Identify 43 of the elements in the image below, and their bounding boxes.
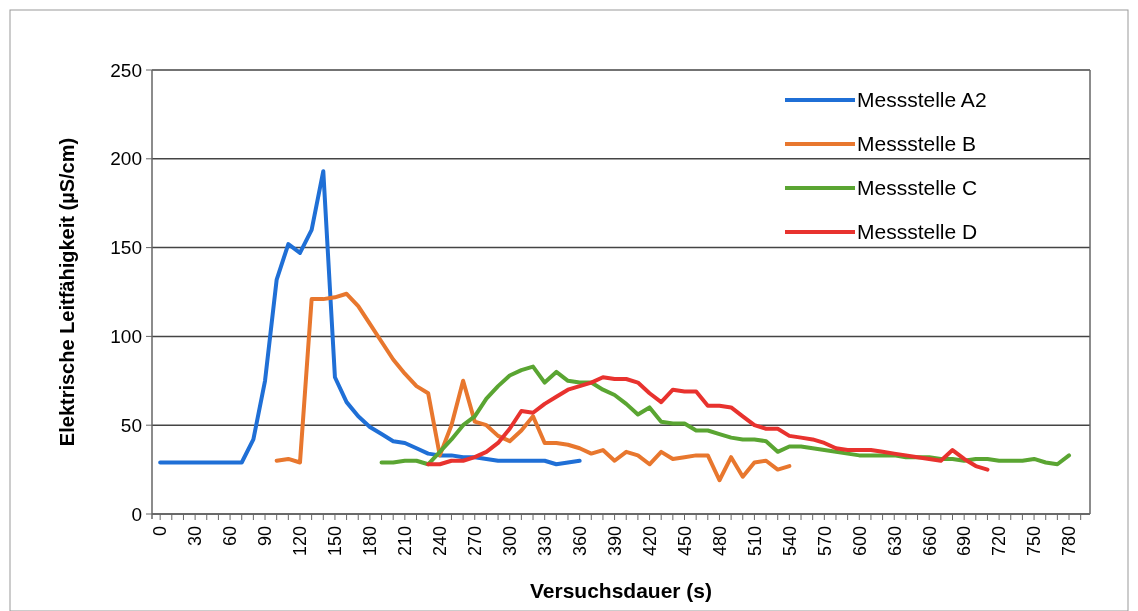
y-tick-label: 200: [110, 148, 142, 170]
x-tick-label: 750: [1024, 526, 1045, 557]
x-tick-label: 600: [849, 526, 870, 557]
x-tick-label: 30: [185, 526, 206, 547]
x-tick-label: 300: [500, 526, 521, 557]
x-tick-label: 630: [884, 526, 905, 557]
y-axis-title: Elektrische Leitfähigkeit (µS/cm): [56, 137, 78, 447]
legend-label: Messstelle A2: [857, 88, 987, 112]
legend-label: Messstelle D: [857, 220, 978, 244]
x-tick-label: 0: [150, 526, 171, 537]
x-tick-label: 510: [744, 526, 765, 557]
line-series: [379, 364, 1072, 467]
y-tick-label: 150: [110, 237, 142, 259]
x-tick-label: 720: [989, 526, 1010, 557]
legend-label: Messstelle C: [857, 176, 978, 200]
line-series: [274, 291, 792, 483]
x-tick-label: 90: [255, 526, 276, 547]
x-tick-label: 660: [919, 526, 940, 557]
x-tick-label: 120: [290, 526, 311, 557]
y-tick-label: 0: [131, 503, 142, 525]
line-series: [426, 375, 990, 472]
x-tick-label: 60: [220, 526, 241, 547]
x-tick-label: 210: [395, 526, 416, 557]
x-tick-label: 390: [604, 526, 625, 557]
x-tick-label: 450: [674, 526, 695, 557]
x-tick-label: 330: [534, 526, 555, 557]
x-tick-label: 690: [954, 526, 975, 557]
x-tick-label: 270: [465, 526, 486, 557]
x-tick-label: 780: [1059, 526, 1080, 557]
y-tick-label: 250: [110, 59, 142, 81]
x-tick-label: 360: [569, 526, 590, 557]
x-tick-label: 180: [360, 526, 381, 557]
y-tick-label: 50: [120, 414, 142, 436]
x-tick-label: 540: [779, 526, 800, 557]
line-series: [158, 169, 582, 467]
x-axis-title: Versuchsdauer (s): [529, 579, 713, 602]
legend-label: Messstelle B: [857, 132, 977, 156]
x-tick-label: 420: [639, 526, 660, 557]
x-tick-label: 570: [814, 526, 835, 557]
x-tick-label: 240: [430, 526, 451, 557]
y-tick-label: 100: [110, 326, 142, 348]
x-tick-label: 480: [709, 526, 730, 557]
x-tick-label: 150: [325, 526, 346, 557]
